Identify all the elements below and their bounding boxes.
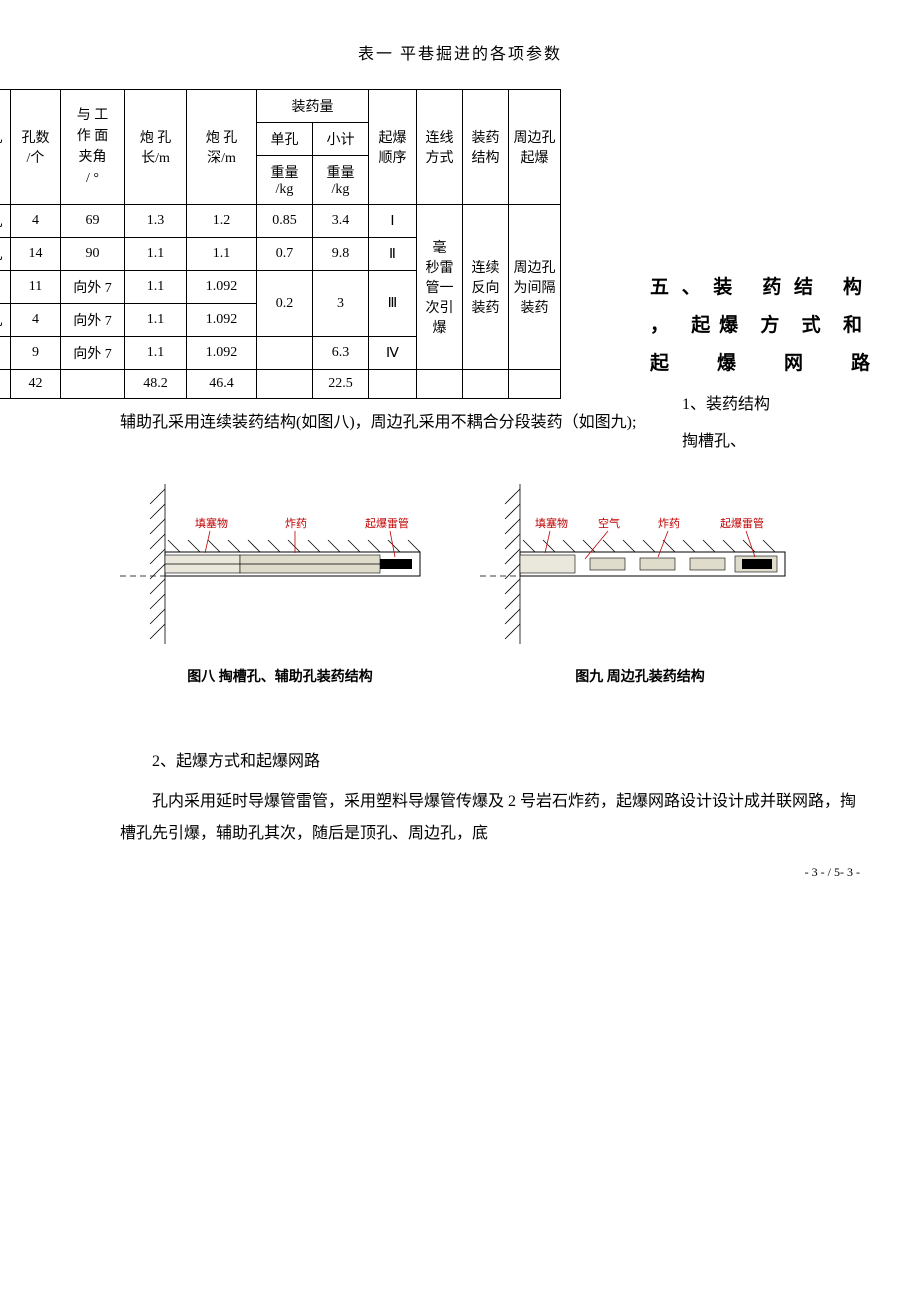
section-2-body: 孔内采用延时导爆管雷管，采用塑料导爆管传爆及 2 号岩石炸药，起爆网路设计设计成… — [120, 786, 860, 850]
h-angle: 与 工 作 面 夹角 / ° — [61, 90, 125, 205]
fig9-caption: 图九 周边孔装药结构 — [480, 666, 800, 686]
h-hole-type: 孔 、 — [0, 90, 11, 205]
fig8-caption: 图八 掏槽孔、辅助孔装药结构 — [120, 666, 440, 686]
h-weight-kg-2: 重量 /kg — [313, 156, 369, 205]
table-title: 表一 平巷掘进的各项参数 — [0, 40, 920, 64]
h-weight-kg-1: 重量 /kg — [257, 156, 313, 205]
perimeter-merged: 周边孔 为间隔 装药 — [509, 205, 561, 370]
h-det-order: 起爆 顺序 — [369, 90, 417, 205]
h-perimeter: 周边孔 起爆 — [509, 90, 561, 205]
fig9-label-det: 起爆雷管 — [720, 516, 764, 530]
diagrams-row: 填塞物 炸药 起爆雷管 图八 掏槽孔、辅助孔装药结构 — [0, 479, 920, 686]
h-subtotal: 小计 — [313, 123, 369, 156]
fig8-label-det: 起爆雷管 — [365, 516, 409, 530]
figure-9: 填塞物 空气 炸药 起爆雷管 图九 周边孔装药结构 — [480, 479, 800, 686]
h-length: 炮 孔 长/m — [125, 90, 187, 205]
parameter-table: 孔 、 孔数 /个 与 工 作 面 夹角 / ° 炮 孔 长/m 炮 — [0, 89, 561, 399]
section-5-heading: 五、装 药结 构 ， 起爆 方 式 和起爆网路 — [650, 269, 870, 383]
wiring-merged: 毫 秒雷 管一 次引 爆 — [417, 205, 463, 370]
data-row-6: - 42 48.2 46.4 22.5 — [0, 370, 561, 399]
fig9-label-air: 空气 — [598, 516, 620, 530]
charge-struct-merged: 连续 反向 装药 — [463, 205, 509, 370]
h-hole-count: 孔数 /个 — [11, 90, 61, 205]
h-wiring: 连线 方式 — [417, 90, 463, 205]
fig8-label-fill: 填塞物 — [195, 516, 228, 530]
h-depth: 炮 孔 深/m — [187, 90, 257, 205]
section-2-block: 2、起爆方式和起爆网路 孔内采用延时导爆管雷管，采用塑料导爆管传爆及 2 号岩石… — [120, 746, 860, 850]
fig9-label-fill: 填塞物 — [535, 516, 568, 530]
section-5-block: 五、装 药结 构 ， 起爆 方 式 和起爆网路 1、装药结构 掏槽孔、 — [650, 269, 870, 461]
header-row-1: 孔 、 孔数 /个 与 工 作 面 夹角 / ° 炮 孔 长/m 炮 — [0, 90, 561, 123]
section-2-heading: 2、起爆方式和起爆网路 — [120, 746, 860, 778]
fig8-label-charge: 炸药 — [285, 517, 307, 530]
h-charge-group: 装药量 — [257, 90, 369, 123]
fig9-label-charge: 炸药 — [658, 517, 680, 530]
data-row-1: 孔 4 69 1.3 1.2 0.85 3.4 Ⅰ 毫 秒雷 管一 次引 爆 连… — [0, 205, 561, 238]
section-5-item-1: 1、装药结构 — [650, 387, 870, 424]
figure-8: 填塞物 炸药 起爆雷管 图八 掏槽孔、辅助孔装药结构 — [120, 479, 440, 686]
h-single-hole: 单孔 — [257, 123, 313, 156]
section-5-body-start: 掏槽孔、 — [650, 424, 870, 461]
page-number: - 3 - / 5- 3 - — [805, 865, 860, 880]
h-charge-struct: 装药 结构 — [463, 90, 509, 205]
